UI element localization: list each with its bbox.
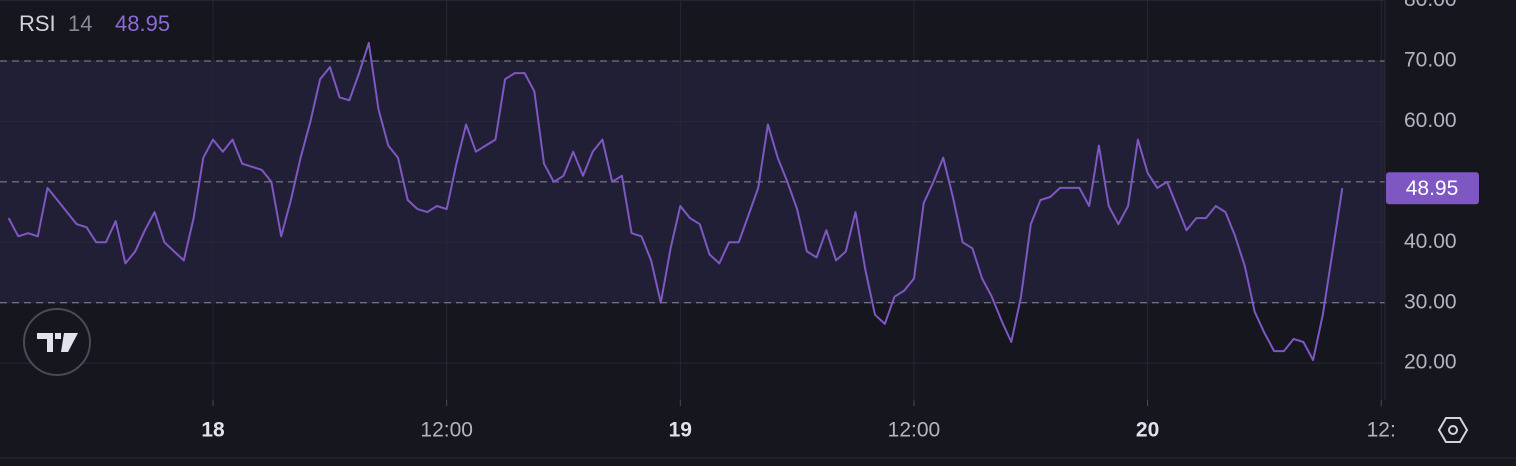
- y-tick-label: 30.00: [1404, 290, 1457, 313]
- logo[interactable]: [23, 308, 91, 376]
- y-tick-label: 40.00: [1404, 230, 1457, 253]
- rsi-line: [7, 41, 1344, 362]
- indicator-length: 14: [68, 11, 92, 36]
- y-tick-label: 20.00: [1404, 351, 1457, 374]
- y-tick-label: 60.00: [1404, 109, 1457, 132]
- y-tick-label: 70.00: [1404, 49, 1457, 72]
- x-tick-label: 18: [201, 419, 225, 442]
- x-tick-label: 12:00: [888, 419, 941, 442]
- x-tick-label: 20: [1136, 419, 1159, 442]
- x-tick-label: 12:00: [420, 419, 473, 442]
- y-tick-label: 80.00: [1404, 0, 1457, 11]
- indicator-name: RSI: [19, 11, 56, 36]
- indicator-value: 48.95: [115, 11, 170, 36]
- logo-mark: [37, 333, 78, 352]
- logo-circle[interactable]: [23, 308, 91, 376]
- x-tick-label: 12:: [1367, 419, 1396, 442]
- x-tick-label: 19: [669, 419, 692, 442]
- last-value-label: 48.95: [1406, 177, 1459, 200]
- settings-icon-center: [1448, 425, 1458, 435]
- settings-button[interactable]: [1437, 417, 1469, 443]
- last-value-badge: [1386, 172, 1479, 205]
- settings-icon[interactable]: [1437, 417, 1469, 443]
- plot-area: [0, 0, 1385, 400]
